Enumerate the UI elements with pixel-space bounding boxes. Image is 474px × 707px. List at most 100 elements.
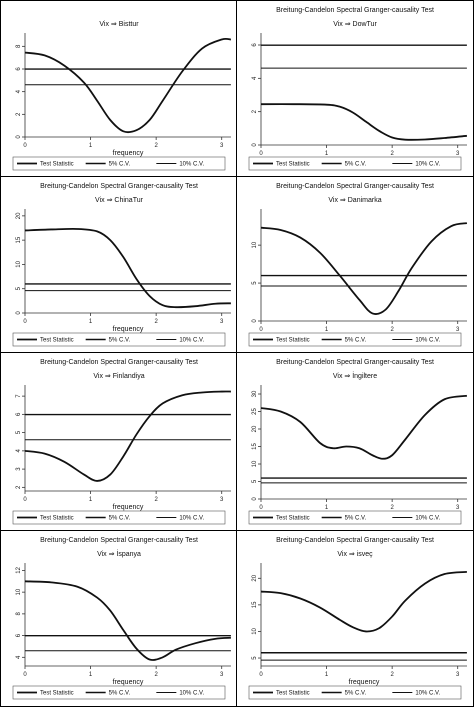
y-tick-label: 2 — [16, 112, 22, 116]
y-tick-label: 10 — [252, 460, 258, 467]
legend-label: 10% C.V. — [179, 691, 204, 697]
chart-subtitle: Vix ⇒ İngiltere — [333, 371, 377, 380]
chart-title: Breitung-Candelon Spectral Granger-causa… — [276, 359, 434, 366]
legend-label: 5% C.V. — [345, 691, 367, 697]
legend: Test Statistic 5% C.V. 10% C.V. — [248, 510, 462, 525]
legend: Test Statistic 5% C.V. 10% C.V. — [12, 332, 226, 347]
test-statistic-line — [25, 227, 231, 309]
x-tick-label: 0 — [23, 497, 27, 503]
y-tick-label: 30 — [252, 390, 258, 397]
test-statistic-line — [25, 37, 231, 134]
y-tick-label: 10 — [252, 241, 258, 248]
x-tick-label: 2 — [154, 672, 158, 678]
y-tick-label: 0 — [16, 135, 22, 139]
y-tick-label: 6 — [252, 43, 258, 47]
legend-label: 10% C.V. — [179, 516, 204, 522]
chart-svg: Breitung-Candelon Spectral Granger-causa… — [12, 359, 231, 525]
chart-subtitle: Vix ⇒ Finlandiya — [93, 373, 144, 380]
y-tick-label: 10 — [16, 260, 22, 267]
y-tick-label: 25 — [252, 408, 258, 415]
x-tick-label: 0 — [259, 327, 263, 333]
y-tick-label: 7 — [16, 394, 22, 398]
test-statistic-line — [25, 390, 231, 482]
legend-label: Test Statistic — [40, 162, 74, 168]
y-tick-label: 8 — [16, 612, 22, 616]
x-axis-label: frequency — [113, 679, 144, 686]
test-statistic-line — [261, 222, 468, 315]
y-tick-label: 20 — [252, 574, 258, 581]
y-tick-label: 4 — [16, 449, 22, 453]
x-tick-label: 1 — [325, 672, 329, 678]
legend-label: Test Statistic — [276, 162, 310, 168]
y-tick-label: 5 — [252, 479, 258, 483]
x-tick-label: 3 — [220, 672, 224, 678]
y-tick-label: 5 — [16, 430, 22, 434]
x-tick-label: 3 — [220, 143, 224, 149]
y-tick-label: 0 — [252, 497, 258, 501]
x-tick-label: 2 — [154, 497, 158, 503]
x-tick-label: 2 — [154, 319, 158, 325]
legend-box — [12, 156, 226, 171]
legend-label: Test Statistic — [40, 338, 74, 344]
chart-title: Breitung-Candelon Spectral Granger-causa… — [40, 183, 198, 190]
chart-panel: Breitung-Candelon Spectral Granger-causa… — [236, 352, 474, 532]
chart-svg: Breitung-Candelon Spectral Granger-causa… — [248, 359, 468, 525]
legend-label: 5% C.V. — [109, 162, 131, 168]
legend-label: 5% C.V. — [345, 516, 367, 522]
test-statistic-line — [261, 571, 467, 633]
y-tick-label: 6 — [16, 633, 22, 637]
test-statistic-line — [25, 580, 231, 661]
y-tick-label: 2 — [16, 485, 22, 489]
test-statistic-line — [261, 394, 468, 460]
legend-box — [12, 510, 226, 525]
x-tick-label: 2 — [390, 672, 394, 678]
x-tick-label: 0 — [259, 672, 263, 678]
x-tick-label: 2 — [390, 505, 394, 511]
legend-label: 10% C.V. — [415, 338, 440, 344]
legend-label: Test Statistic — [276, 338, 310, 344]
legend-box — [248, 510, 462, 525]
y-tick-label: 0 — [252, 143, 258, 147]
chart-subtitle: Vix ⇒ isveç — [337, 551, 373, 558]
y-tick-label: 4 — [16, 89, 22, 93]
y-tick-label: 5 — [252, 281, 258, 285]
legend: Test Statistic 5% C.V. 10% C.V. — [12, 510, 226, 525]
legend-label: 5% C.V. — [109, 691, 131, 697]
x-tick-label: 1 — [89, 143, 93, 149]
x-axis-label: frequency — [349, 679, 380, 686]
x-tick-label: 1 — [325, 151, 329, 157]
chart-subtitle: Vix ⇒ Bisttur — [99, 21, 139, 28]
y-tick-label: 20 — [252, 425, 258, 432]
chart-svg: Breitung-Candelon Spectral Granger-causa… — [12, 183, 231, 347]
legend-label: Test Statistic — [40, 516, 74, 522]
x-tick-label: 0 — [23, 672, 27, 678]
chart-panel: Breitung-Candelon Spectral Granger-causa… — [0, 530, 238, 707]
legend-label: 10% C.V. — [415, 516, 440, 522]
y-tick-label: 5 — [252, 656, 258, 660]
x-tick-label: 0 — [259, 151, 263, 157]
legend-label: 5% C.V. — [345, 162, 367, 168]
chart-subtitle: Vix ⇒ İspanya — [97, 549, 141, 558]
y-tick-label: 4 — [16, 655, 22, 659]
y-tick-label: 0 — [16, 311, 22, 315]
legend-box — [248, 685, 462, 700]
y-tick-label: 15 — [252, 601, 258, 608]
legend: Test Statistic 5% C.V. 10% C.V. — [248, 156, 462, 171]
chart-title: Breitung-Candelon Spectral Granger-causa… — [276, 183, 434, 190]
y-tick-label: 3 — [16, 467, 22, 471]
x-tick-label: 0 — [23, 143, 27, 149]
chart-panel: Breitung-Candelon Spectral Granger-causa… — [0, 176, 238, 354]
legend-label: Test Statistic — [40, 691, 74, 697]
x-tick-label: 3 — [456, 327, 460, 333]
chart-title: Breitung-Candelon Spectral Granger-causa… — [40, 359, 198, 366]
chart-svg: Breitung-Candelon Spectral Granger-causa… — [248, 537, 467, 700]
y-tick-label: 15 — [16, 236, 22, 243]
x-tick-label: 3 — [456, 672, 460, 678]
x-tick-label: 0 — [23, 319, 27, 325]
legend: Test Statistic 5% C.V. 10% C.V. — [248, 332, 462, 347]
legend: Test Statistic 5% C.V. 10% C.V. — [248, 685, 462, 700]
legend-label: 10% C.V. — [179, 162, 204, 168]
y-tick-label: 15 — [252, 443, 258, 450]
chart-subtitle: Vix ⇒ DowTur — [333, 21, 377, 28]
